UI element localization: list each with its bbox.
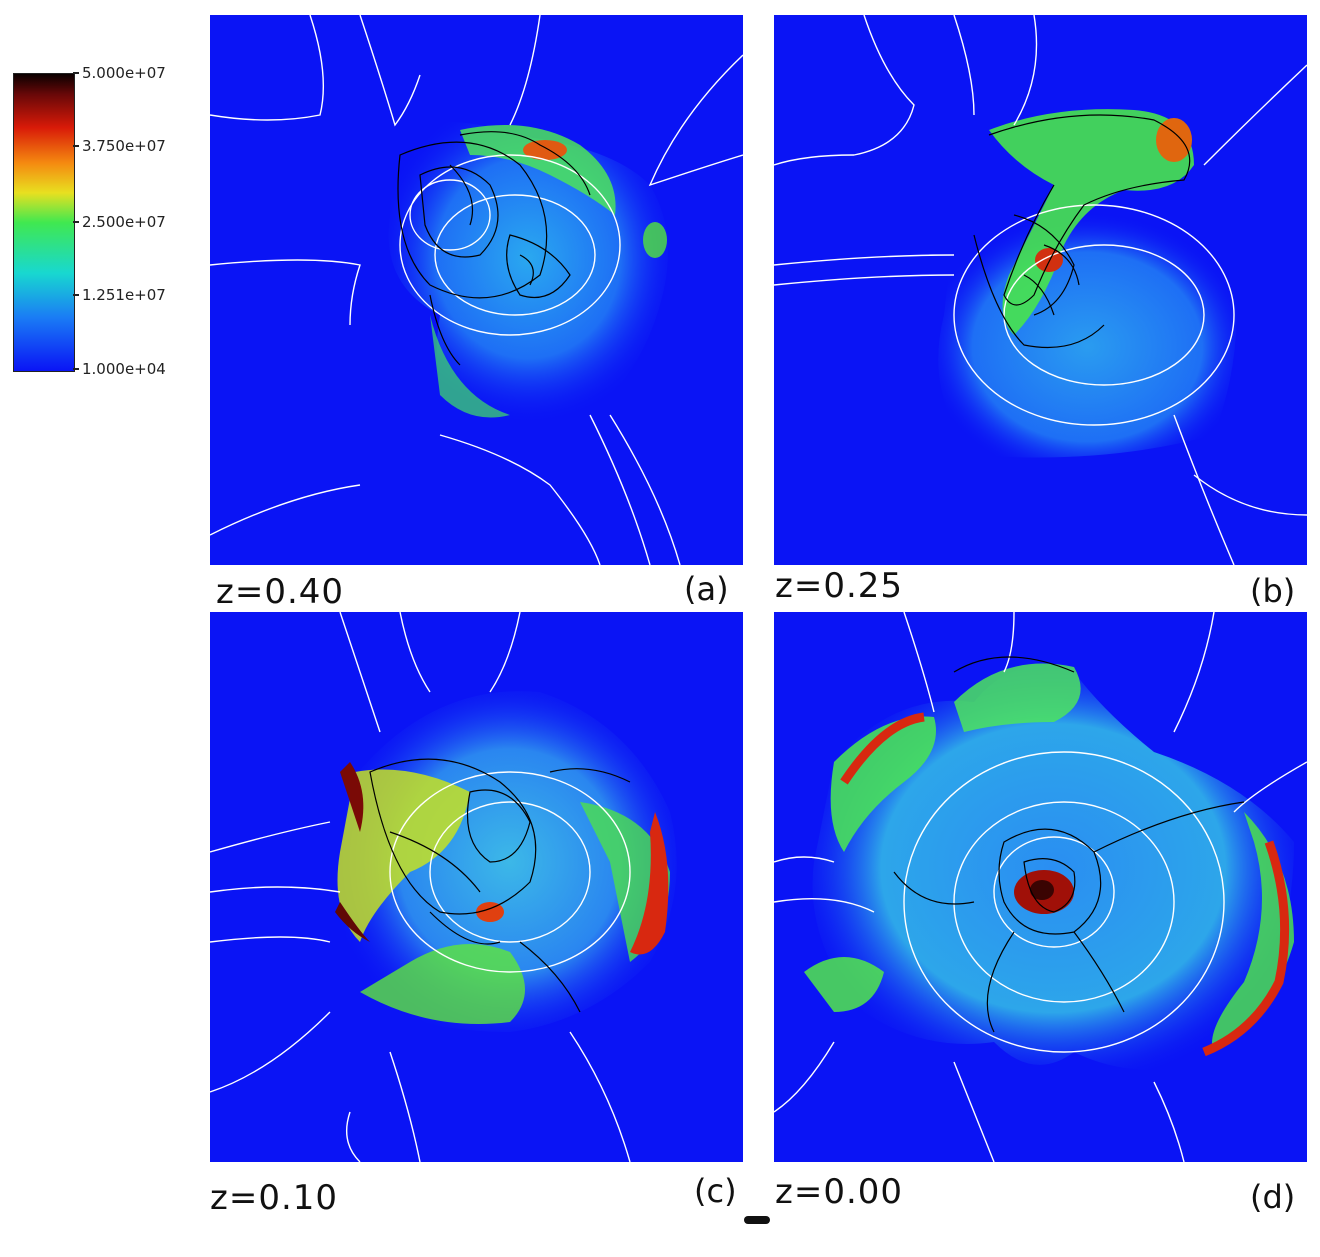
colorbar-tick	[73, 145, 79, 147]
colorbar-tick	[73, 294, 79, 296]
colorbar-label-min: 1.000e+04	[82, 360, 166, 378]
panel-a-z-label: z=0.40	[216, 572, 345, 612]
simulation-panel-a	[210, 15, 743, 565]
panel-b-z-label: z=0.25	[775, 566, 904, 606]
panel-d-tag: (d)	[1250, 1178, 1296, 1216]
panel-d-z-label: z=0.00	[775, 1172, 904, 1212]
panel-a-field	[210, 15, 743, 565]
colorbar-tick	[73, 221, 79, 223]
stray-mark	[744, 1216, 770, 1224]
panel-c-z-label: z=0.10	[210, 1178, 339, 1218]
panel-c-field	[210, 612, 677, 1162]
panel-b-field	[774, 15, 1307, 565]
colorbar-tick	[73, 368, 79, 370]
simulation-panel-d	[774, 612, 1307, 1162]
colorbar-label: 1.251e+07	[82, 286, 166, 304]
colorbar-label-max: 5.000e+07	[82, 64, 166, 82]
colorbar-tick	[73, 72, 79, 74]
simulation-panel-b	[774, 15, 1307, 565]
panel-d-field	[774, 612, 1307, 1162]
simulation-panel-c	[210, 612, 743, 1162]
panel-a-tag: (a)	[684, 570, 729, 608]
colorbar-label: 2.500e+07	[82, 213, 166, 231]
colorbar-label: 3.750e+07	[82, 137, 166, 155]
colorbar	[13, 73, 75, 372]
panel-b-tag: (b)	[1250, 572, 1296, 610]
panel-c-tag: (c)	[694, 1172, 737, 1210]
